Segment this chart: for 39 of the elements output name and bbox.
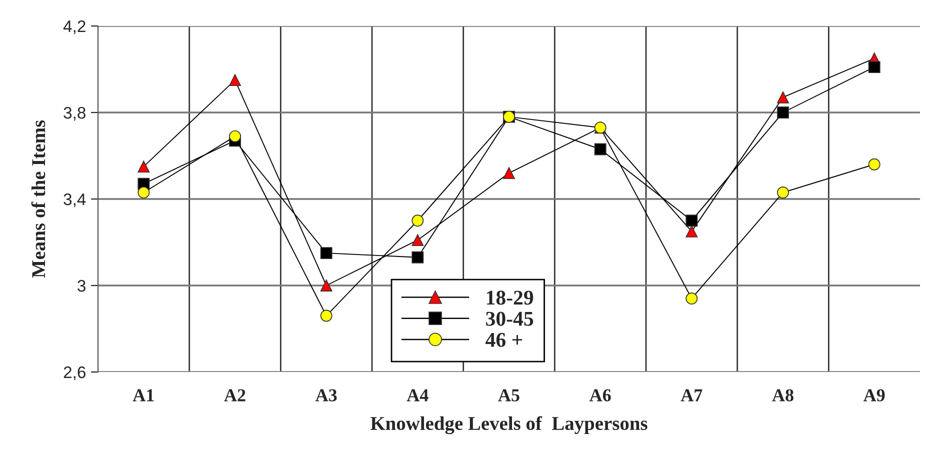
point bbox=[229, 74, 241, 86]
x-tick-label: A1 bbox=[132, 389, 154, 402]
y-tick-label: 3,8 bbox=[64, 106, 86, 121]
x-axis-title: Knowledge Levels of Laypersons bbox=[370, 416, 648, 434]
y-axis-title: Means of the Items bbox=[31, 120, 46, 278]
point bbox=[868, 61, 880, 74]
y-tick-label: 4,2 bbox=[63, 20, 86, 34]
point bbox=[138, 160, 150, 173]
point bbox=[320, 280, 332, 292]
point bbox=[412, 234, 424, 246]
y-tick-label: 2,6 bbox=[64, 366, 86, 380]
point bbox=[594, 143, 606, 156]
x-tick-label: A3 bbox=[315, 389, 337, 402]
x-tick-label: A6 bbox=[589, 389, 611, 402]
point bbox=[320, 247, 332, 260]
legend-label: 46 + bbox=[486, 332, 522, 347]
point bbox=[686, 225, 698, 238]
point bbox=[777, 186, 789, 198]
point bbox=[138, 186, 150, 198]
x-tick-label: A4 bbox=[406, 389, 428, 402]
legend-label: 18-29 bbox=[486, 290, 534, 305]
point bbox=[777, 91, 789, 104]
point bbox=[686, 214, 698, 227]
x-tick-label: A8 bbox=[772, 389, 794, 402]
x-tick-label: A7 bbox=[680, 389, 702, 402]
point bbox=[412, 214, 424, 227]
point bbox=[868, 158, 880, 170]
point bbox=[320, 310, 332, 322]
point bbox=[503, 167, 515, 180]
x-tick-label: A5 bbox=[498, 389, 520, 402]
point bbox=[229, 130, 241, 142]
x-tick-label: A2 bbox=[224, 389, 246, 402]
x-tick-label: A9 bbox=[863, 389, 885, 402]
point bbox=[686, 292, 698, 304]
legend-label: 30-45 bbox=[486, 312, 534, 326]
y-tick-label: 3,4 bbox=[64, 193, 86, 208]
point bbox=[412, 251, 424, 264]
y-tick-label: 3 bbox=[78, 280, 86, 292]
point bbox=[777, 106, 789, 118]
